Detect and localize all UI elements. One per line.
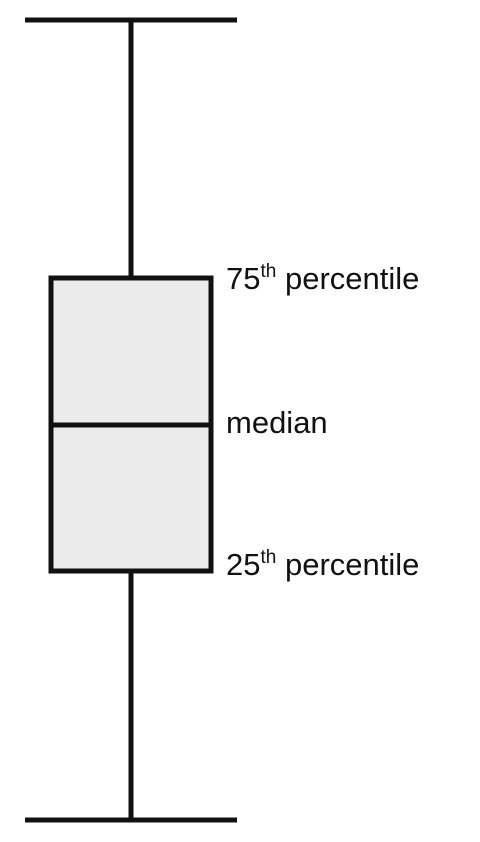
upper-quartile-number: 75 bbox=[226, 261, 261, 296]
upper-quartile-word: percentile bbox=[284, 261, 420, 296]
lower-quartile-ordinal: th bbox=[260, 546, 277, 568]
median-label: median bbox=[226, 405, 328, 440]
lower-quartile-label: 25th percentile bbox=[226, 546, 420, 582]
lower-quartile-word: percentile bbox=[284, 547, 420, 582]
upper-quartile-label: 75th percentile bbox=[226, 260, 420, 296]
upper-quartile-ordinal: th bbox=[260, 260, 277, 282]
lower-quartile-number: 25 bbox=[226, 547, 261, 582]
